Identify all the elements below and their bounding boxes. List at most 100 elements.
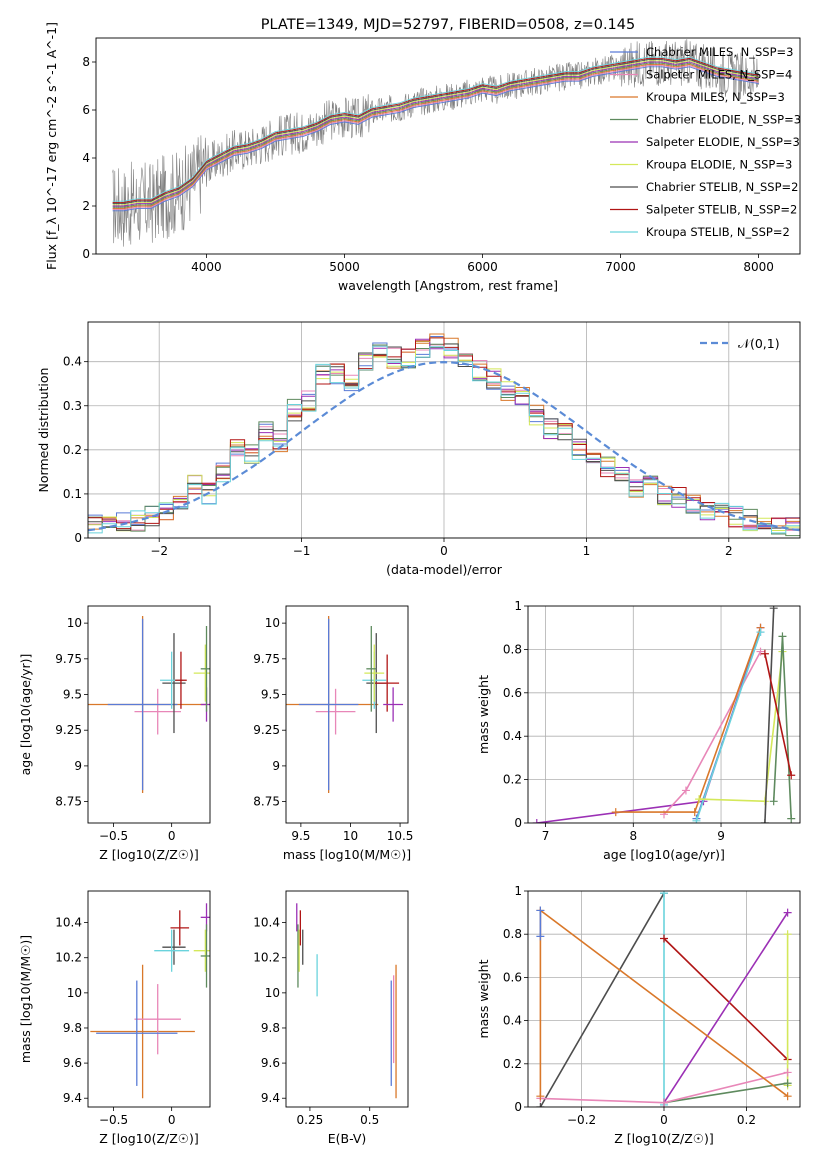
y-tick-label: 9.75 [55,652,82,666]
x-tick-label: −1 [293,544,311,558]
x-tick-label: 9.5 [291,829,310,843]
mass-weight-vs-age-panel: 7 8 9 0 0.2 0.4 0.6 0.8 1 age [log10(age/yr)] mass… [476,599,801,862]
marker-chabrier_stelib [536,1103,545,1107]
axes-frame [87,890,211,1108]
model-spectrum-kroupa_miles [112,63,759,209]
x-axis-label: mass [log10(M/M☉)] [283,847,411,862]
y-tick-label: 0.3 [63,399,82,413]
x-tick-label: 0 [660,1113,668,1127]
y-tick-label: 0.6 [503,686,522,700]
marker-salpeter_miles [660,1098,668,1107]
marker-salpeter_elodie [783,908,792,917]
axes-frame [87,605,211,824]
y-tick-label: 0 [514,1100,522,1114]
age-vs-mass-panel: 9.5 10 10.5 8.75 9 9.25 9.5 9.75 10 mass [log10(M… [253,605,413,862]
marker-salpeter_stelib [787,771,796,780]
y-tick-label: 9.5 [261,688,280,702]
series-kroupa_stelib [695,631,762,822]
axes-frame [87,321,801,539]
y-tick-label: 0.2 [63,443,82,457]
marker-chabrier_elodie [769,797,778,806]
plot-area [112,39,759,247]
legend-label: Salpeter STELIB, N_SSP=2 [646,203,797,217]
x-tick-label: 8000 [743,260,774,274]
y-tick-label: 9.6 [261,1056,280,1070]
x-tick-label: 1 [583,544,591,558]
spectrum-panel: 4000 5000 6000 7000 8000 0 2 4 6 8 wavelength [Ang… [44,17,801,293]
y-tick-label: 9.4 [261,1091,280,1105]
x-tick-label: 0.5 [360,1113,379,1127]
y-tick-label: 10.2 [55,951,82,965]
x-axis-label: Z [log10(Z/Z☉)] [99,847,199,862]
series-salpeter_stelib [663,937,789,1061]
model-spectrum-salpeter_miles [112,65,759,211]
marker-kroupa_stelib [660,891,668,898]
series-chabrier_elodie [663,1082,788,1104]
x-axis-label: Z [log10(Z/Z☉)] [614,1131,714,1146]
plot-area [286,615,404,794]
marker-kroupa_miles [611,808,620,817]
marker-salpeter_miles [756,647,765,656]
marker-kroupa_miles [783,1092,792,1101]
y-tick-label: 9 [74,759,82,773]
plot-area [88,322,800,538]
legend-label: Chabrier ELODIE, N_SSP=3 [646,113,801,127]
x-axis-label: (data-model)/error [386,562,503,577]
y-tick-label: 8 [82,55,90,69]
marker-kroupa_elodie [783,930,792,939]
marker-salpeter_miles [681,786,690,795]
series-chabrier_stelib [539,892,665,1107]
y-axis-label: mass weight [476,675,491,754]
y-axis-label: Flux [f_λ 10^-17 erg cm^-2 s^-1 A^-1] [44,22,59,270]
y-tick-label: 4 [82,151,90,165]
x-tick-label: 0 [168,829,176,843]
y-axis-label: mass [log10(M/M☉)] [18,935,33,1063]
marker-kroupa_miles [536,1092,545,1101]
legend-label: Salpeter ELODIE, N_SSP=3 [646,135,800,149]
series-salpeter_elodie [663,912,789,1104]
plot-area [528,606,800,823]
observed-spectrum [112,39,759,247]
mass-vs-metallicity-panel: −0.5 0 9.4 9.6 9.8 10 10.2 10.4 Z [log10(Z/Z☉)] m… [18,890,211,1146]
y-tick-label: 0.8 [503,642,522,656]
axes-frame [527,890,801,1108]
y-tick-label: 0 [82,247,90,261]
plot-area [90,903,210,1099]
legend-label: Kroupa ELODIE, N_SSP=3 [646,158,792,172]
model-spectrum-salpeter_elodie [112,61,759,207]
marker-kroupa_miles [690,808,699,817]
legend-label: Chabrier MILES, N_SSP=3 [646,45,793,59]
legend-label: Chabrier STELIB, N_SSP=2 [646,180,798,194]
residuals-panel: −2 −1 0 1 2 0 0.1 0.2 0.3 0.4 (data-model)/error No… [36,321,801,577]
x-axis-label: Z [log10(Z/Z☉)] [99,1131,199,1146]
series-chabrier_stelib [764,608,775,823]
marker-chabrier_elodie [787,814,796,823]
model-spectrum-chabrier_elodie [112,62,759,208]
y-tick-label: 9.8 [63,1021,82,1035]
marker-chabrier_elodie [778,632,787,641]
x-tick-label: −0.5 [99,829,128,843]
model-spectrum-salpeter_stelib [112,57,759,203]
x-tick-label: 10 [343,829,358,843]
y-tick-label: 0 [74,531,82,545]
marker-chabrier_elodie [783,1079,792,1088]
y-axis-label: Normed distribution [36,368,51,493]
y-tick-label: 10 [265,986,280,1000]
y-tick-label: 9.25 [55,723,82,737]
model-spectrum-chabrier_stelib [112,59,759,205]
marker-chabrier_stelib [769,606,778,613]
legend-label: Salpeter MILES, N_SSP=4 [646,68,792,82]
marker-salpeter_stelib [660,934,668,943]
x-tick-label: 7000 [605,260,636,274]
x-tick-label: 7 [542,829,550,843]
series-salpeter_stelib [764,653,792,776]
plot-area [296,903,397,1099]
x-tick-label: −0.2 [567,1113,596,1127]
x-tick-label: 5000 [329,260,360,274]
y-tick-label: 10.4 [55,916,82,930]
marker-kroupa_stelib [692,816,701,823]
y-tick-label: 9.6 [63,1056,82,1070]
y-axis-label: age [log10(age/yr)] [18,654,33,776]
y-tick-label: 2 [82,199,90,213]
marker-salpeter_elodie [532,819,541,823]
